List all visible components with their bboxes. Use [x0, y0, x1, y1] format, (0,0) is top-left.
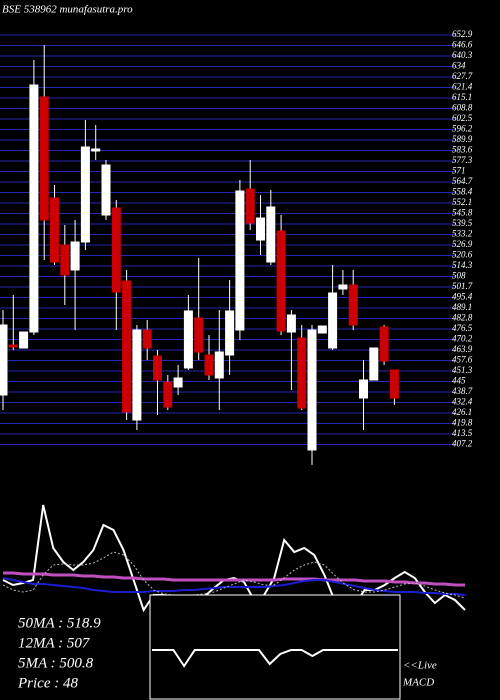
candle-body: [60, 244, 70, 276]
y-tick-label: 652.9: [452, 29, 473, 39]
candle-body: [359, 379, 368, 399]
y-tick-label: 634: [452, 61, 466, 71]
y-tick-label: 438.7: [452, 386, 473, 396]
y-tick-label: 552.1: [452, 197, 472, 207]
chart-title: BSE 538962 munafasutra.pro: [2, 4, 133, 16]
candle-body: [111, 207, 121, 293]
y-tick-label: 476.5: [452, 323, 473, 333]
y-tick-label: 495.4: [452, 292, 473, 302]
y-tick-label: 514.3: [452, 260, 473, 270]
candle-body: [70, 241, 80, 271]
ma-label: 5MA : 500.8: [18, 655, 94, 671]
y-tick-label: 451.3: [452, 365, 473, 375]
y-tick-label: 489.1: [452, 302, 472, 312]
y-tick-label: 583.6: [452, 145, 473, 155]
indicator-line: [3, 571, 465, 587]
indicator-line: [152, 649, 398, 668]
candle-body: [379, 326, 389, 362]
candle-body: [29, 84, 39, 333]
candle-body: [286, 314, 296, 333]
candle-body: [194, 317, 204, 353]
y-tick-label: 463.9: [452, 344, 473, 354]
y-tick-label: 545.8: [452, 208, 473, 218]
candle-body: [39, 96, 49, 221]
y-tick-label: 608.8: [452, 103, 473, 113]
y-tick-label: 571: [452, 166, 466, 176]
y-tick-label: 564.7: [452, 176, 473, 186]
candle-body: [183, 310, 193, 369]
ma-label: 50MA : 518.9: [18, 615, 101, 631]
y-tick-label: 470.2: [452, 334, 473, 344]
candle-body: [0, 324, 8, 396]
y-tick-label: 413.5: [452, 428, 473, 438]
y-tick-label: 501.7: [452, 281, 473, 291]
candle-body: [153, 355, 162, 381]
y-tick-label: 615.1: [452, 92, 472, 102]
y-tick-label: 627.7: [452, 71, 473, 81]
y-tick-label: 640.3: [452, 50, 473, 60]
candle-body: [276, 230, 286, 332]
live-label: <<Live: [403, 660, 437, 672]
candle-body: [19, 331, 29, 349]
candle-body: [307, 329, 317, 451]
candle-body: [122, 280, 132, 413]
candle-body: [338, 284, 348, 290]
live-label: MACD: [402, 677, 434, 689]
candle-body: [348, 284, 358, 326]
y-tick-label: 419.8: [452, 418, 473, 428]
y-tick-label: 621.4: [452, 82, 473, 92]
y-tick-label: 589.9: [452, 134, 473, 144]
y-tick-label: 533.2: [452, 229, 473, 239]
y-tick-label: 520.6: [452, 250, 473, 260]
y-tick-label: 526.9: [452, 239, 473, 249]
candle-body: [204, 354, 214, 376]
y-tick-label: 407.2: [452, 439, 473, 449]
candle-body: [142, 329, 152, 349]
indicator-line: [2, 577, 466, 596]
y-tick-label: 596.2: [452, 124, 473, 134]
ma-label: Price : 48: [17, 675, 78, 691]
y-tick-label: 432.4: [452, 397, 473, 407]
candle-body: [389, 369, 399, 399]
candle-body: [266, 206, 276, 263]
y-tick-label: 482.8: [452, 313, 473, 323]
candle-body: [173, 377, 183, 388]
candle-body: [8, 344, 18, 348]
candle-body: [256, 217, 265, 241]
candle-body: [214, 351, 224, 379]
y-tick-label: 602.5: [452, 113, 473, 123]
candle-body: [369, 347, 379, 381]
y-tick-label: 457.6: [452, 355, 473, 365]
candle-body: [132, 329, 142, 421]
y-tick-label: 558.4: [452, 187, 473, 197]
candle-body: [297, 337, 307, 409]
candle-body: [91, 148, 101, 152]
y-tick-label: 577.3: [452, 155, 473, 165]
inset-panel: [149, 594, 401, 700]
candle-body: [235, 190, 245, 331]
y-tick-label: 508: [452, 271, 466, 281]
candle-body: [163, 381, 173, 408]
candle-body: [245, 188, 255, 224]
y-tick-label: 445: [452, 376, 466, 386]
y-tick-label: 426.1: [452, 407, 472, 417]
y-tick-label: 646.6: [452, 40, 473, 50]
y-tick-label: 539.5: [452, 218, 473, 228]
candle-body: [225, 310, 235, 356]
candle-body: [101, 164, 111, 216]
ma-label: 12MA : 507: [18, 635, 91, 651]
candle-body: [317, 325, 327, 334]
candle-body: [328, 292, 338, 349]
candle-body: [80, 146, 90, 243]
candle-body: [50, 197, 59, 263]
